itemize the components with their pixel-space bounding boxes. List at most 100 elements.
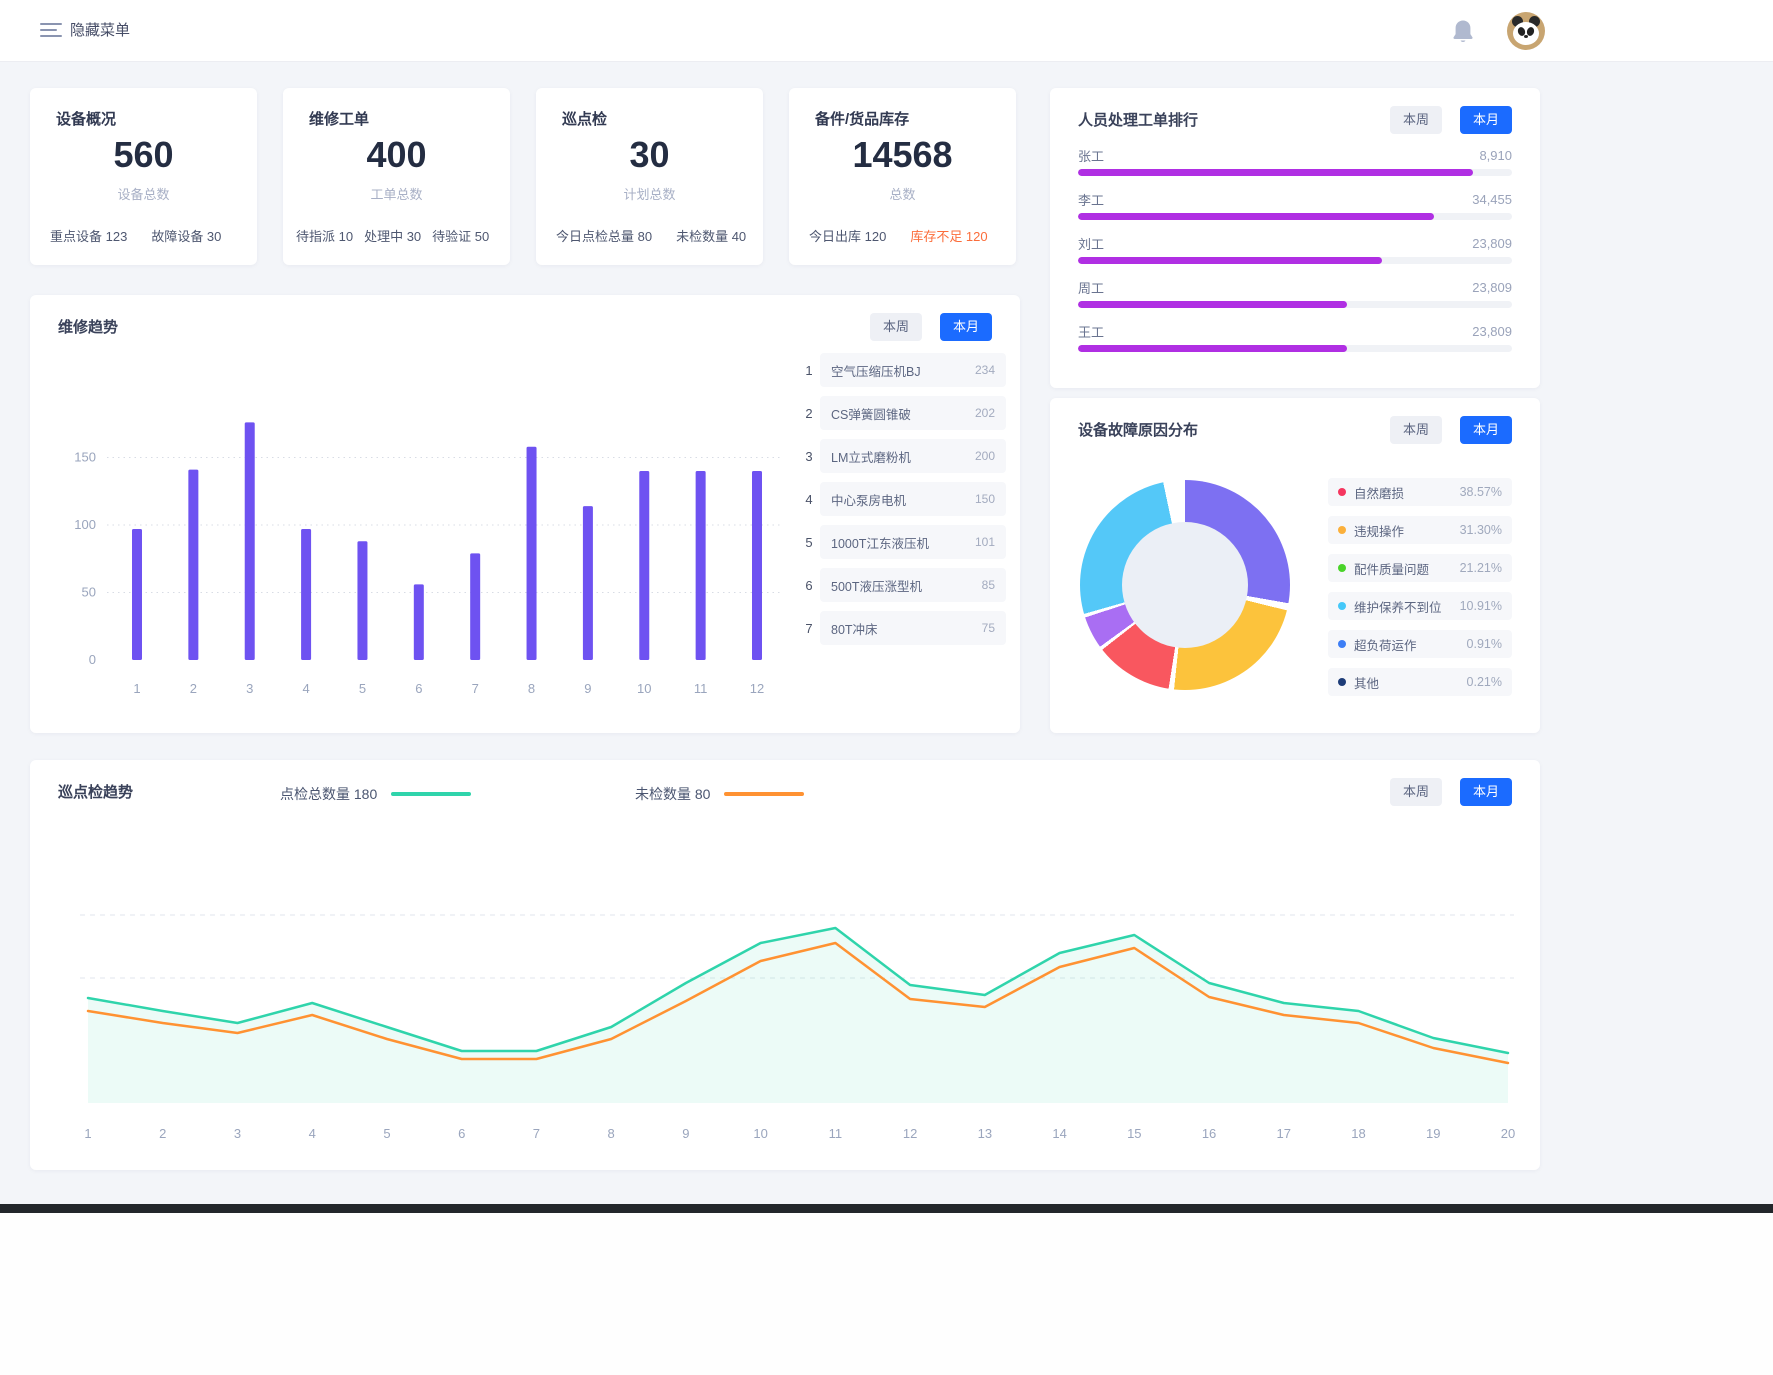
equipment-list-item: 7 80T冲床 75 [798, 611, 1006, 645]
stat-card-value-label: 计划总数 [623, 187, 676, 202]
ranking-bar-fill [1078, 169, 1473, 176]
week-tab-button[interactable]: 本周 [1389, 416, 1442, 444]
equipment-rank: 1 [805, 362, 813, 378]
legend-item-total: 点检总数量 180 [280, 784, 472, 804]
ranking-bar-fill [1078, 345, 1348, 352]
equipment-box: 500T液压涨型机 85 [820, 568, 1006, 602]
month-tab-button[interactable]: 本月 [939, 313, 992, 341]
legend-label: 配件质量问题 [1354, 562, 1430, 577]
topbar: 隐藏菜单 [0, 0, 1773, 62]
svg-text:20: 20 [1501, 1126, 1515, 1141]
equipment-box: CS弹簧圆锥破 202 [820, 396, 1006, 430]
svg-text:11: 11 [694, 681, 708, 696]
month-tab-button[interactable]: 本月 [1459, 416, 1512, 444]
legend-label: 点检总数量 180 [280, 786, 378, 802]
hide-menu-button[interactable]: 隐藏菜单 [70, 22, 131, 39]
equipment-rank: 2 [805, 405, 813, 421]
legend-value: 10.91% [1459, 599, 1502, 613]
svg-text:50: 50 [82, 585, 96, 600]
legend-label: 自然磨损 [1354, 486, 1405, 501]
legend-value: 0.21% [1466, 675, 1502, 689]
ranking-bar-track [1078, 169, 1512, 176]
stat-card: 备件/货品库存 14568 总数 今日出库 120 库存不足 120 [789, 88, 1016, 265]
equipment-name: 500T液压涨型机 [831, 579, 922, 594]
legend-dot-icon [1338, 564, 1346, 572]
ranking-bar-track [1078, 257, 1512, 264]
svg-text:5: 5 [383, 1126, 390, 1141]
equipment-box: LM立式磨粉机 200 [820, 439, 1006, 473]
svg-text:7: 7 [472, 681, 479, 696]
ranking-row: 王工 23,809 [1078, 324, 1512, 368]
equipment-value: 200 [974, 449, 995, 463]
week-tab-button[interactable]: 本周 [1389, 778, 1442, 806]
stat-card-value: 30 [629, 134, 670, 175]
legend-dot-icon [1338, 678, 1346, 686]
equipment-name: 中心泵房电机 [831, 493, 907, 508]
stat-card: 设备概况 560 设备总数 重点设备 123 故障设备 30 [30, 88, 257, 265]
legend-label: 违规操作 [1354, 524, 1405, 539]
equipment-name: 80T冲床 [831, 622, 878, 637]
week-tab-button[interactable]: 本周 [869, 313, 922, 341]
equipment-value: 234 [974, 363, 995, 377]
staff-value: 23,809 [1472, 280, 1512, 295]
equipment-rank: 5 [805, 534, 813, 550]
equipment-rank: 3 [805, 448, 813, 464]
stat-card: 维修工单 400 工单总数 待指派 10 处理中 30 待验证 50 [283, 88, 510, 265]
stat-card-value-label: 设备总数 [117, 187, 170, 202]
fault-legend: 自然磨损 38.57% 违规操作 31.30% 配件质量问题 21.21% 维护保养不到位 1… [1328, 478, 1512, 706]
svg-text:4: 4 [309, 1126, 316, 1141]
svg-text:3: 3 [246, 681, 253, 696]
legend-dot-icon [1338, 602, 1346, 610]
svg-text:100: 100 [74, 517, 96, 532]
week-tab-button[interactable]: 本周 [1389, 106, 1442, 134]
panel-title: 维修趋势 [58, 319, 119, 336]
ranking-bar-track [1078, 213, 1512, 220]
fault-legend-item: 维护保养不到位 10.91% [1328, 592, 1512, 620]
svg-text:12: 12 [903, 1126, 917, 1141]
equipment-rank: 6 [805, 577, 813, 593]
stat-card-footer: 重点设备 123 故障设备 30 [50, 226, 247, 245]
stat-card-footer: 今日出库 120 库存不足 120 [809, 226, 1006, 245]
legend-value: 21.21% [1459, 561, 1502, 575]
equipment-value: 85 [981, 578, 995, 592]
staff-value: 23,809 [1472, 236, 1512, 251]
hamburger-menu-icon[interactable] [40, 23, 62, 39]
stat-footer-item: 处理中 30 [364, 229, 422, 244]
equipment-list-item: 5 1000T江东液压机 101 [798, 525, 1006, 559]
notification-bell-icon[interactable] [1451, 19, 1475, 45]
equipment-list-item: 1 空气压缩压机BJ 234 [798, 353, 1006, 387]
legend-dot-icon [1338, 640, 1346, 648]
stat-card-value: 400 [366, 134, 427, 175]
month-tab-button[interactable]: 本月 [1459, 778, 1512, 806]
equipment-value: 75 [981, 621, 995, 635]
staff-name: 周工 [1078, 281, 1105, 296]
svg-text:9: 9 [682, 1126, 689, 1141]
ranking-bar-track [1078, 345, 1512, 352]
svg-text:10: 10 [753, 1126, 767, 1141]
inspection-trend-line-chart: 1 2 3 4 5 6 7 8 9 10 11 12 13 14 15 16 17 18 19 20 [80, 914, 1515, 1141]
fault-legend-item: 违规操作 31.30% [1328, 516, 1512, 544]
stat-card-footer: 今日点检总量 80 未检数量 40 [556, 226, 753, 245]
equipment-list-item: 2 CS弹簧圆锥破 202 [798, 396, 1006, 430]
svg-text:17: 17 [1277, 1126, 1291, 1141]
svg-text:1: 1 [84, 1126, 91, 1141]
month-tab-button[interactable]: 本月 [1459, 106, 1512, 134]
user-avatar[interactable] [1507, 12, 1545, 50]
avatar-panda-ear [1512, 16, 1523, 27]
ranking-bar-track [1078, 301, 1512, 308]
svg-text:13: 13 [978, 1126, 992, 1141]
legend-label: 维护保养不到位 [1354, 600, 1442, 615]
panel-title: 巡点检趋势 [58, 784, 134, 801]
legend-label: 超负荷运作 [1354, 638, 1417, 653]
legend-item-missed: 未检数量 80 [635, 784, 805, 804]
staff-value: 8,910 [1479, 148, 1512, 163]
ranking-row: 李工 34,455 [1078, 192, 1512, 236]
fault-legend-item: 配件质量问题 21.21% [1328, 554, 1512, 582]
equipment-value: 101 [974, 535, 995, 549]
stat-card-title: 巡点检 [562, 111, 608, 128]
equipment-name: LM立式磨粉机 [831, 450, 911, 465]
donut-hole [1122, 522, 1248, 648]
equipment-box: 中心泵房电机 150 [820, 482, 1006, 516]
legend-label: 其他 [1354, 676, 1380, 691]
